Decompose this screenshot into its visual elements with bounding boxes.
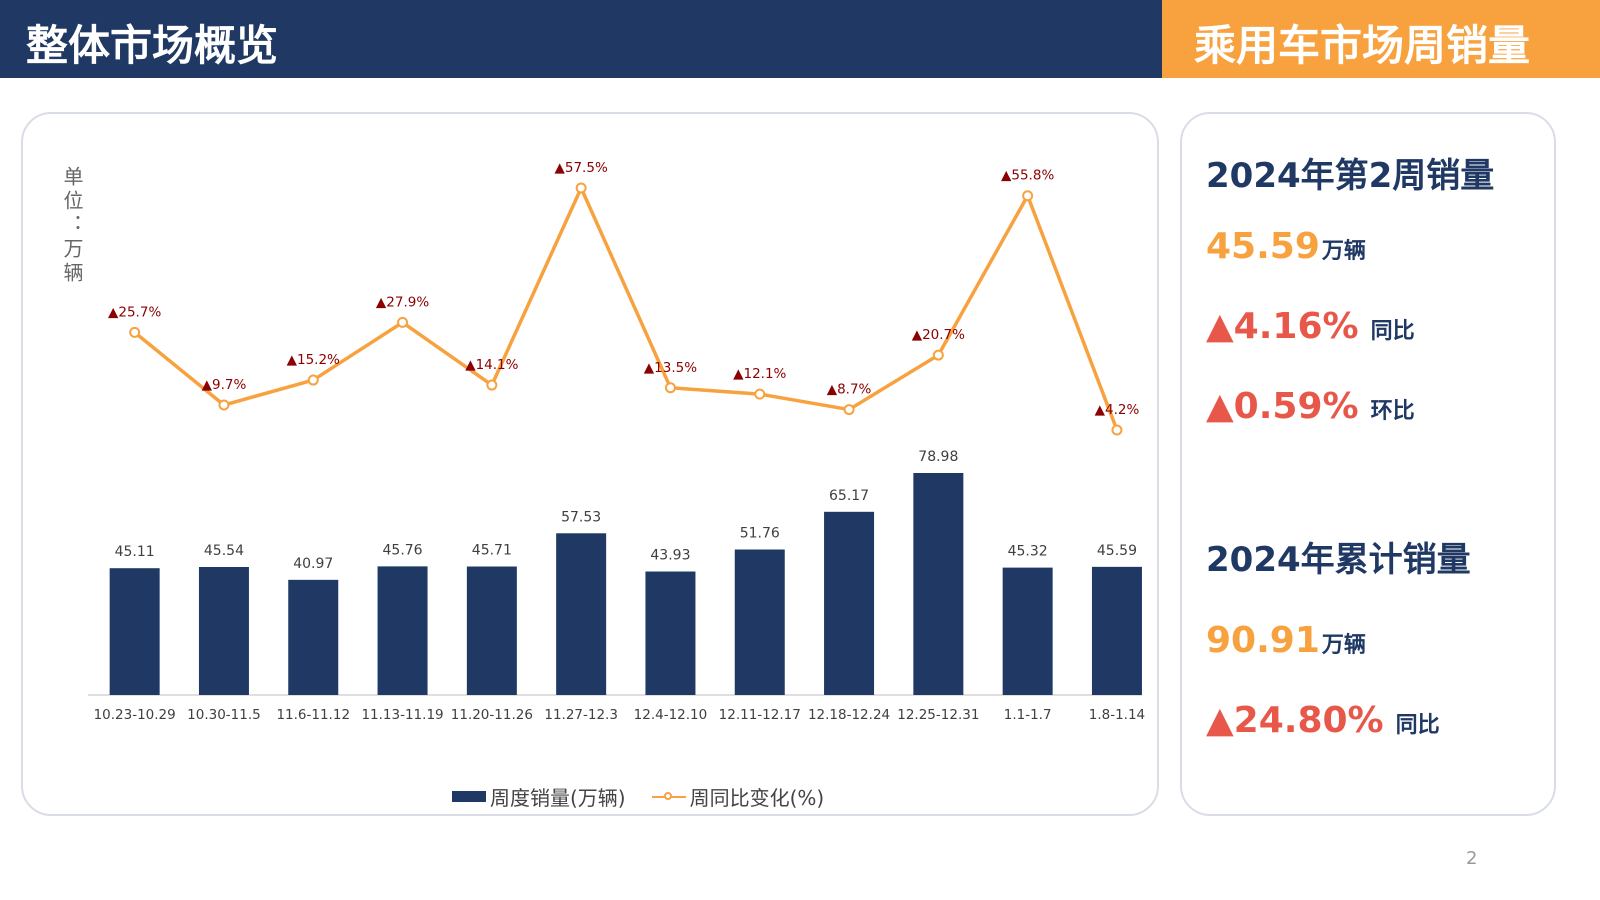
yoy-point xyxy=(307,374,319,386)
yoy-label: ▲14.1% xyxy=(465,357,518,373)
x-tick-label: 11.27-12.3 xyxy=(544,707,618,723)
legend-bar-label: 周度销量(万辆) xyxy=(490,786,626,810)
week-yoy: ▲4.16% 同比 xyxy=(1206,306,1415,347)
bar-value-label: 40.97 xyxy=(293,556,333,572)
chart-card xyxy=(21,112,1159,816)
x-tick-label: 12.11-12.17 xyxy=(719,707,801,723)
header-right: 乘用车市场周销量 xyxy=(1162,0,1600,78)
bar xyxy=(913,473,964,695)
section-title: 乘用车市场周销量 xyxy=(1194,21,1531,70)
week-title: 2024年第2周销量 xyxy=(1206,156,1495,196)
week-sales-unit: 万辆 xyxy=(1321,239,1366,264)
bar xyxy=(734,549,785,695)
week-yoy-label: 同比 xyxy=(1370,319,1415,344)
bar-value-label: 65.17 xyxy=(829,488,869,504)
yoy-label: ▲25.7% xyxy=(108,304,161,320)
page-title: 整体市场概览 xyxy=(26,21,279,70)
bar xyxy=(377,566,428,695)
cum-yoy-value: ▲24.80% xyxy=(1206,700,1384,741)
bar-value-label: 51.76 xyxy=(740,526,780,542)
yoy-point xyxy=(486,379,498,391)
bar xyxy=(645,571,696,695)
bar xyxy=(556,533,607,695)
cum-yoy: ▲24.80% 同比 xyxy=(1206,700,1440,741)
week-yoy-value: ▲4.16% xyxy=(1206,306,1359,347)
yoy-label: ▲12.1% xyxy=(733,366,786,382)
bar-value-label: 45.32 xyxy=(1008,544,1048,560)
x-tick-label: 12.25-12.31 xyxy=(897,707,979,723)
yoy-point xyxy=(932,349,944,361)
yoy-line xyxy=(133,186,1119,431)
page-number: 2 xyxy=(1466,848,1478,869)
yoy-label: ▲20.7% xyxy=(912,327,965,343)
legend-line-label: 周同比变化(%) xyxy=(689,786,825,810)
legend-line-swatch xyxy=(651,791,686,800)
cum-sales-unit: 万辆 xyxy=(1321,633,1366,658)
legend-bar-swatch xyxy=(452,791,486,802)
bar xyxy=(288,579,339,695)
yoy-label: ▲15.2% xyxy=(287,352,340,368)
week-mom-value: ▲0.59% xyxy=(1206,386,1359,427)
cum-sales: 90.91万辆 xyxy=(1206,620,1366,661)
x-tick-label: 10.30-11.5 xyxy=(187,707,261,723)
bar xyxy=(198,566,249,695)
yoy-point xyxy=(1022,190,1034,202)
bar xyxy=(109,568,160,695)
week-sales: 45.59万辆 xyxy=(1206,226,1366,267)
yoy-point xyxy=(843,404,855,416)
yoy-label: ▲13.5% xyxy=(644,360,697,376)
x-tick-label: 12.18-12.24 xyxy=(808,707,890,723)
yoy-label: ▲57.5% xyxy=(555,160,608,176)
week-mom: ▲0.59% 环比 xyxy=(1206,386,1415,427)
x-tick-label: 11.6-11.12 xyxy=(276,707,350,723)
yoy-point xyxy=(575,182,587,194)
x-tick-label: 1.8-1.14 xyxy=(1089,707,1145,723)
cum-title: 2024年累计销量 xyxy=(1206,540,1471,580)
x-tick-label: 11.13-11.19 xyxy=(361,707,443,723)
x-tick-label: 10.23-10.29 xyxy=(94,707,176,723)
x-tick-label: 1.1-1.7 xyxy=(1004,707,1052,723)
bar-value-label: 43.93 xyxy=(650,548,690,564)
bar-value-label: 57.53 xyxy=(561,509,601,525)
yoy-point xyxy=(218,399,230,411)
bar-value-label: 45.71 xyxy=(472,543,512,559)
yoy-point xyxy=(129,326,141,338)
unit-label: 单位：万辆 xyxy=(60,166,84,286)
header-left: 整体市场概览 xyxy=(0,0,1162,78)
x-tick-label: 12.4-12.10 xyxy=(634,707,708,723)
week-mom-label: 环比 xyxy=(1370,399,1415,424)
bar-value-label: 45.76 xyxy=(383,542,423,558)
cum-sales-value: 90.91 xyxy=(1206,620,1320,661)
bar xyxy=(824,511,875,695)
bar xyxy=(466,566,517,695)
yoy-label: ▲55.8% xyxy=(1001,168,1054,184)
yoy-label: ▲8.7% xyxy=(827,382,872,398)
yoy-point xyxy=(397,316,409,328)
yoy-label: ▲9.7% xyxy=(202,377,247,393)
summary-card: 2024年第2周销量 45.59万辆 ▲4.16% 同比 ▲0.59% 环比 202… xyxy=(1180,112,1556,816)
chart-legend: 周度销量(万辆) 周同比变化(%) xyxy=(452,782,824,811)
x-tick-label: 11.20-11.26 xyxy=(451,707,533,723)
week-sales-value: 45.59 xyxy=(1206,226,1320,267)
bar xyxy=(1091,566,1142,695)
bar-value-label: 45.54 xyxy=(204,543,244,559)
yoy-point xyxy=(664,382,676,394)
cum-yoy-label: 同比 xyxy=(1395,713,1440,738)
yoy-point xyxy=(754,388,766,400)
bar-value-label: 45.11 xyxy=(115,544,155,560)
yoy-label: ▲27.9% xyxy=(376,294,429,310)
bar-value-label: 45.59 xyxy=(1097,543,1137,559)
yoy-label: ▲4.2% xyxy=(1095,402,1140,418)
bar xyxy=(1002,567,1053,695)
yoy-point xyxy=(1111,424,1123,436)
bar-value-label: 78.98 xyxy=(918,449,958,465)
